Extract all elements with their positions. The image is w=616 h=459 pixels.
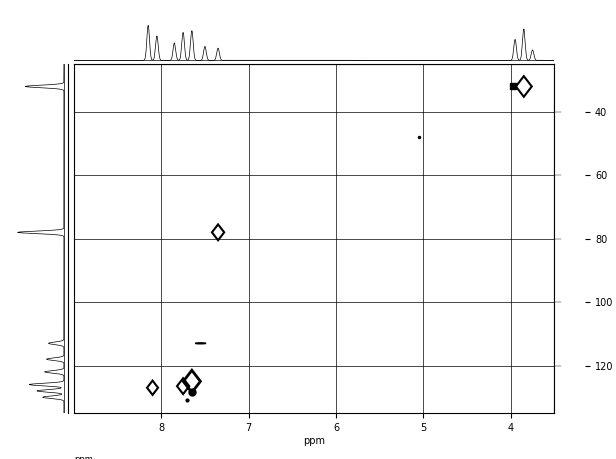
- Ellipse shape: [195, 343, 206, 344]
- Text: ppm: ppm: [74, 455, 93, 459]
- X-axis label: ppm: ppm: [303, 436, 325, 446]
